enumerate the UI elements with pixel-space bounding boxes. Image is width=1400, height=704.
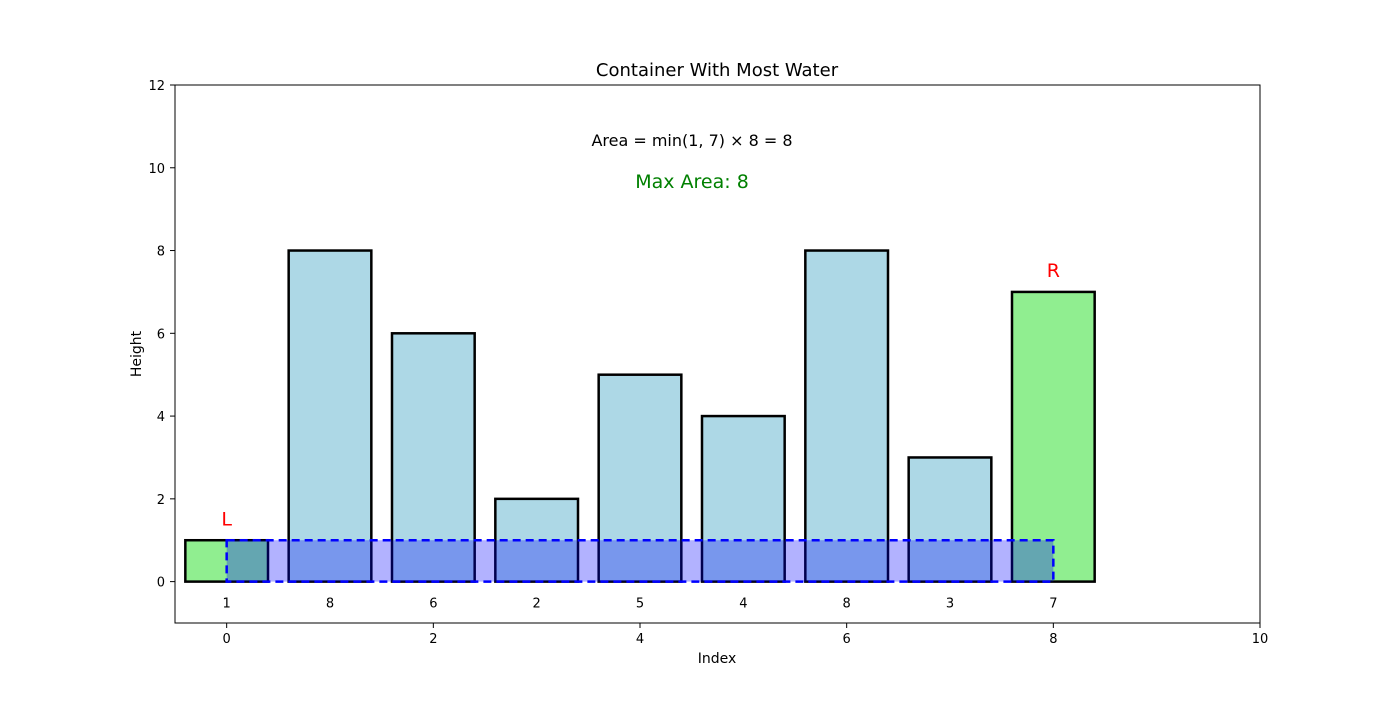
y-tick-label-2: 2 — [157, 493, 165, 508]
y-tick-label-10: 10 — [148, 162, 165, 177]
x-tick-label-10: 10 — [1252, 632, 1269, 647]
chart-title: Container With Most Water — [596, 60, 839, 81]
bars-group — [184, 249, 1096, 583]
y-tick-label-0: 0 — [157, 576, 165, 591]
bar-value-label-0: 1 — [223, 596, 231, 611]
x-tick-label-4: 4 — [636, 632, 644, 647]
x-axis-label: Index — [698, 651, 737, 667]
max-area-text: Max Area: 8 — [635, 171, 749, 193]
y-tick-label-6: 6 — [157, 327, 165, 342]
area-formula-text: Area = min(1, 7) × 8 = 8 — [591, 131, 792, 150]
bar-value-label-5: 4 — [739, 596, 747, 611]
bar-8 — [1010, 290, 1096, 583]
y-tick-label-4: 4 — [157, 410, 165, 425]
bar-value-label-2: 6 — [429, 596, 437, 611]
bar-5 — [700, 414, 786, 583]
value-labels-group: 1 8 6 2 5 4 8 3 7 — [223, 596, 1058, 611]
x-tick-label-2: 2 — [429, 632, 437, 647]
x-tick-label-0: 0 — [223, 632, 231, 647]
x-tick-label-6: 6 — [843, 632, 851, 647]
bar-value-label-3: 2 — [533, 596, 541, 611]
bar-value-label-6: 8 — [843, 596, 851, 611]
pointer-label-l: L — [221, 509, 232, 531]
bar-7 — [907, 456, 993, 583]
pointer-label-r: R — [1047, 260, 1060, 282]
y-tick-label-12: 12 — [148, 79, 165, 94]
water-group — [225, 538, 1055, 583]
bar-value-label-8: 7 — [1049, 596, 1057, 611]
plot-frame — [174, 84, 1261, 624]
x-tick-label-8: 8 — [1049, 632, 1057, 647]
bar-value-label-7: 3 — [946, 596, 954, 611]
pointers-group: LR — [221, 260, 1060, 530]
bar-6 — [804, 249, 890, 583]
y-tick-label-8: 8 — [157, 245, 165, 260]
y-axis-label: Height — [129, 330, 145, 377]
water-area — [225, 538, 1055, 583]
bar-value-label-1: 8 — [326, 596, 334, 611]
bar-value-label-4: 5 — [636, 596, 644, 611]
bar-1 — [287, 249, 373, 583]
